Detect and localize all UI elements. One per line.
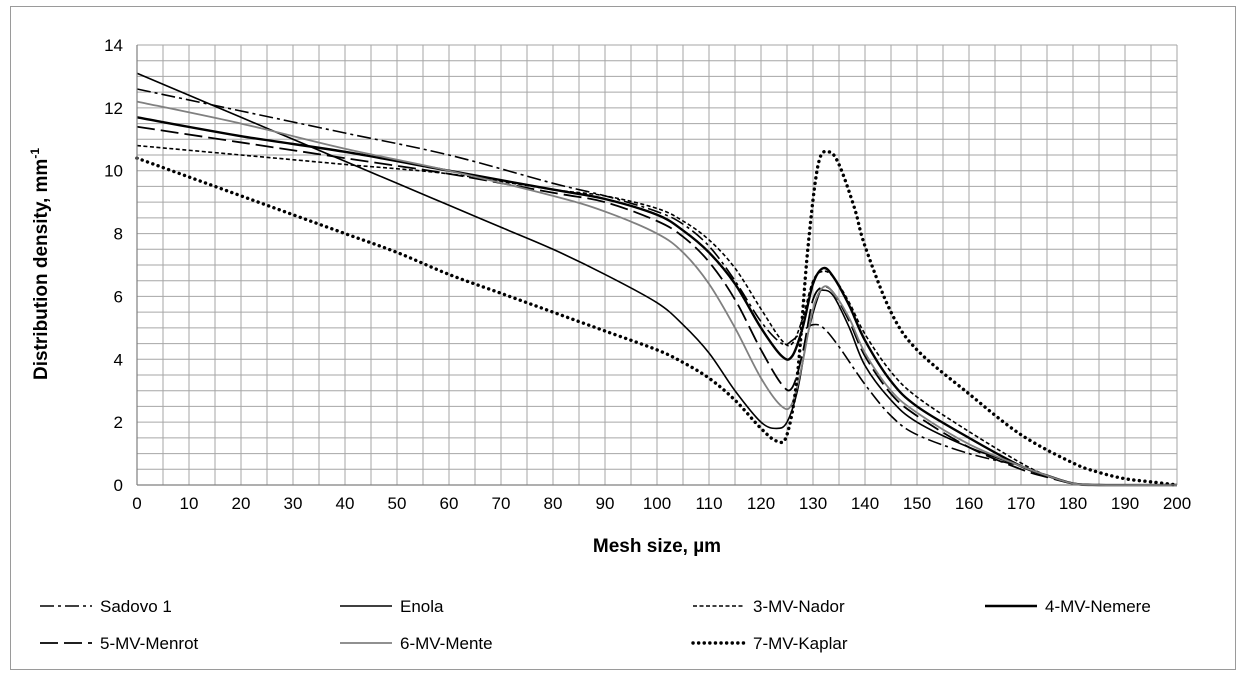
- x-tick-label: 100: [643, 494, 671, 513]
- y-tick-label: 12: [104, 99, 123, 118]
- series-line-sadovo-1: [136, 88, 1178, 486]
- y-tick-label: 14: [104, 36, 123, 55]
- x-tick-label: 150: [903, 494, 931, 513]
- x-tick-label: 10: [180, 494, 199, 513]
- y-axis-title-superscript: -1: [28, 148, 42, 159]
- axes: [136, 45, 1177, 486]
- legend-label: 6-MV-Mente: [400, 634, 493, 653]
- y-tick-label: 8: [114, 225, 123, 244]
- legend-label: 3-MV-Nador: [753, 597, 845, 616]
- legend-label: 4-MV-Nemere: [1045, 597, 1151, 616]
- legend-label: 7-MV-Kaplar: [753, 634, 848, 653]
- x-tick-label: 40: [336, 494, 355, 513]
- legend-label: 5-MV-Menrot: [100, 634, 199, 653]
- series-lines: [135, 72, 1179, 487]
- chart-frame: [10, 6, 1236, 670]
- x-tick-label: 170: [1007, 494, 1035, 513]
- x-tick-label: 30: [284, 494, 303, 513]
- x-tick-label: 80: [544, 494, 563, 513]
- x-tick-label: 70: [492, 494, 511, 513]
- y-tick-label: 10: [104, 162, 123, 181]
- x-tick-label: 120: [747, 494, 775, 513]
- series-line-3-mv-nador: [136, 144, 1178, 486]
- legend-label: Enola: [400, 597, 444, 616]
- x-tick-label: 130: [799, 494, 827, 513]
- x-tick-label: 140: [851, 494, 879, 513]
- series-line-4-mv-nemere: [136, 116, 1178, 487]
- y-axis-title-text: Distribution density, mm: [31, 159, 52, 380]
- y-tick-label: 6: [114, 287, 123, 306]
- x-tick-label: 200: [1163, 494, 1191, 513]
- legend-label: Sadovo 1: [100, 597, 172, 616]
- x-tick-label: 60: [440, 494, 459, 513]
- x-tick-label: 190: [1111, 494, 1139, 513]
- x-tick-label: 90: [596, 494, 615, 513]
- x-tick-label: 50: [388, 494, 407, 513]
- x-axis-title: Mesh size, µm: [593, 536, 721, 557]
- x-tick-label: 0: [132, 494, 141, 513]
- x-tick-label: 180: [1059, 494, 1087, 513]
- x-tick-label: 160: [955, 494, 983, 513]
- x-tick-label: 20: [232, 494, 251, 513]
- y-axis-title: Distribution density, mm-1: [28, 148, 52, 380]
- legend: Sadovo 1 Enola 3-MV-Nador 4-MV-Nemere 5-MV-M…: [40, 597, 1151, 653]
- series-line-7-mv-kaplar: [135, 149, 1179, 487]
- tick-labels: 0 10 20 30 40 50 60 70 80 90 100 110 120 130 140 150 160…: [104, 36, 1191, 513]
- grid: [136, 44, 1178, 486]
- y-tick-label: 0: [114, 476, 123, 495]
- y-tick-label: 2: [114, 413, 123, 432]
- x-tick-label: 110: [695, 494, 722, 513]
- y-tick-label: 4: [114, 350, 123, 369]
